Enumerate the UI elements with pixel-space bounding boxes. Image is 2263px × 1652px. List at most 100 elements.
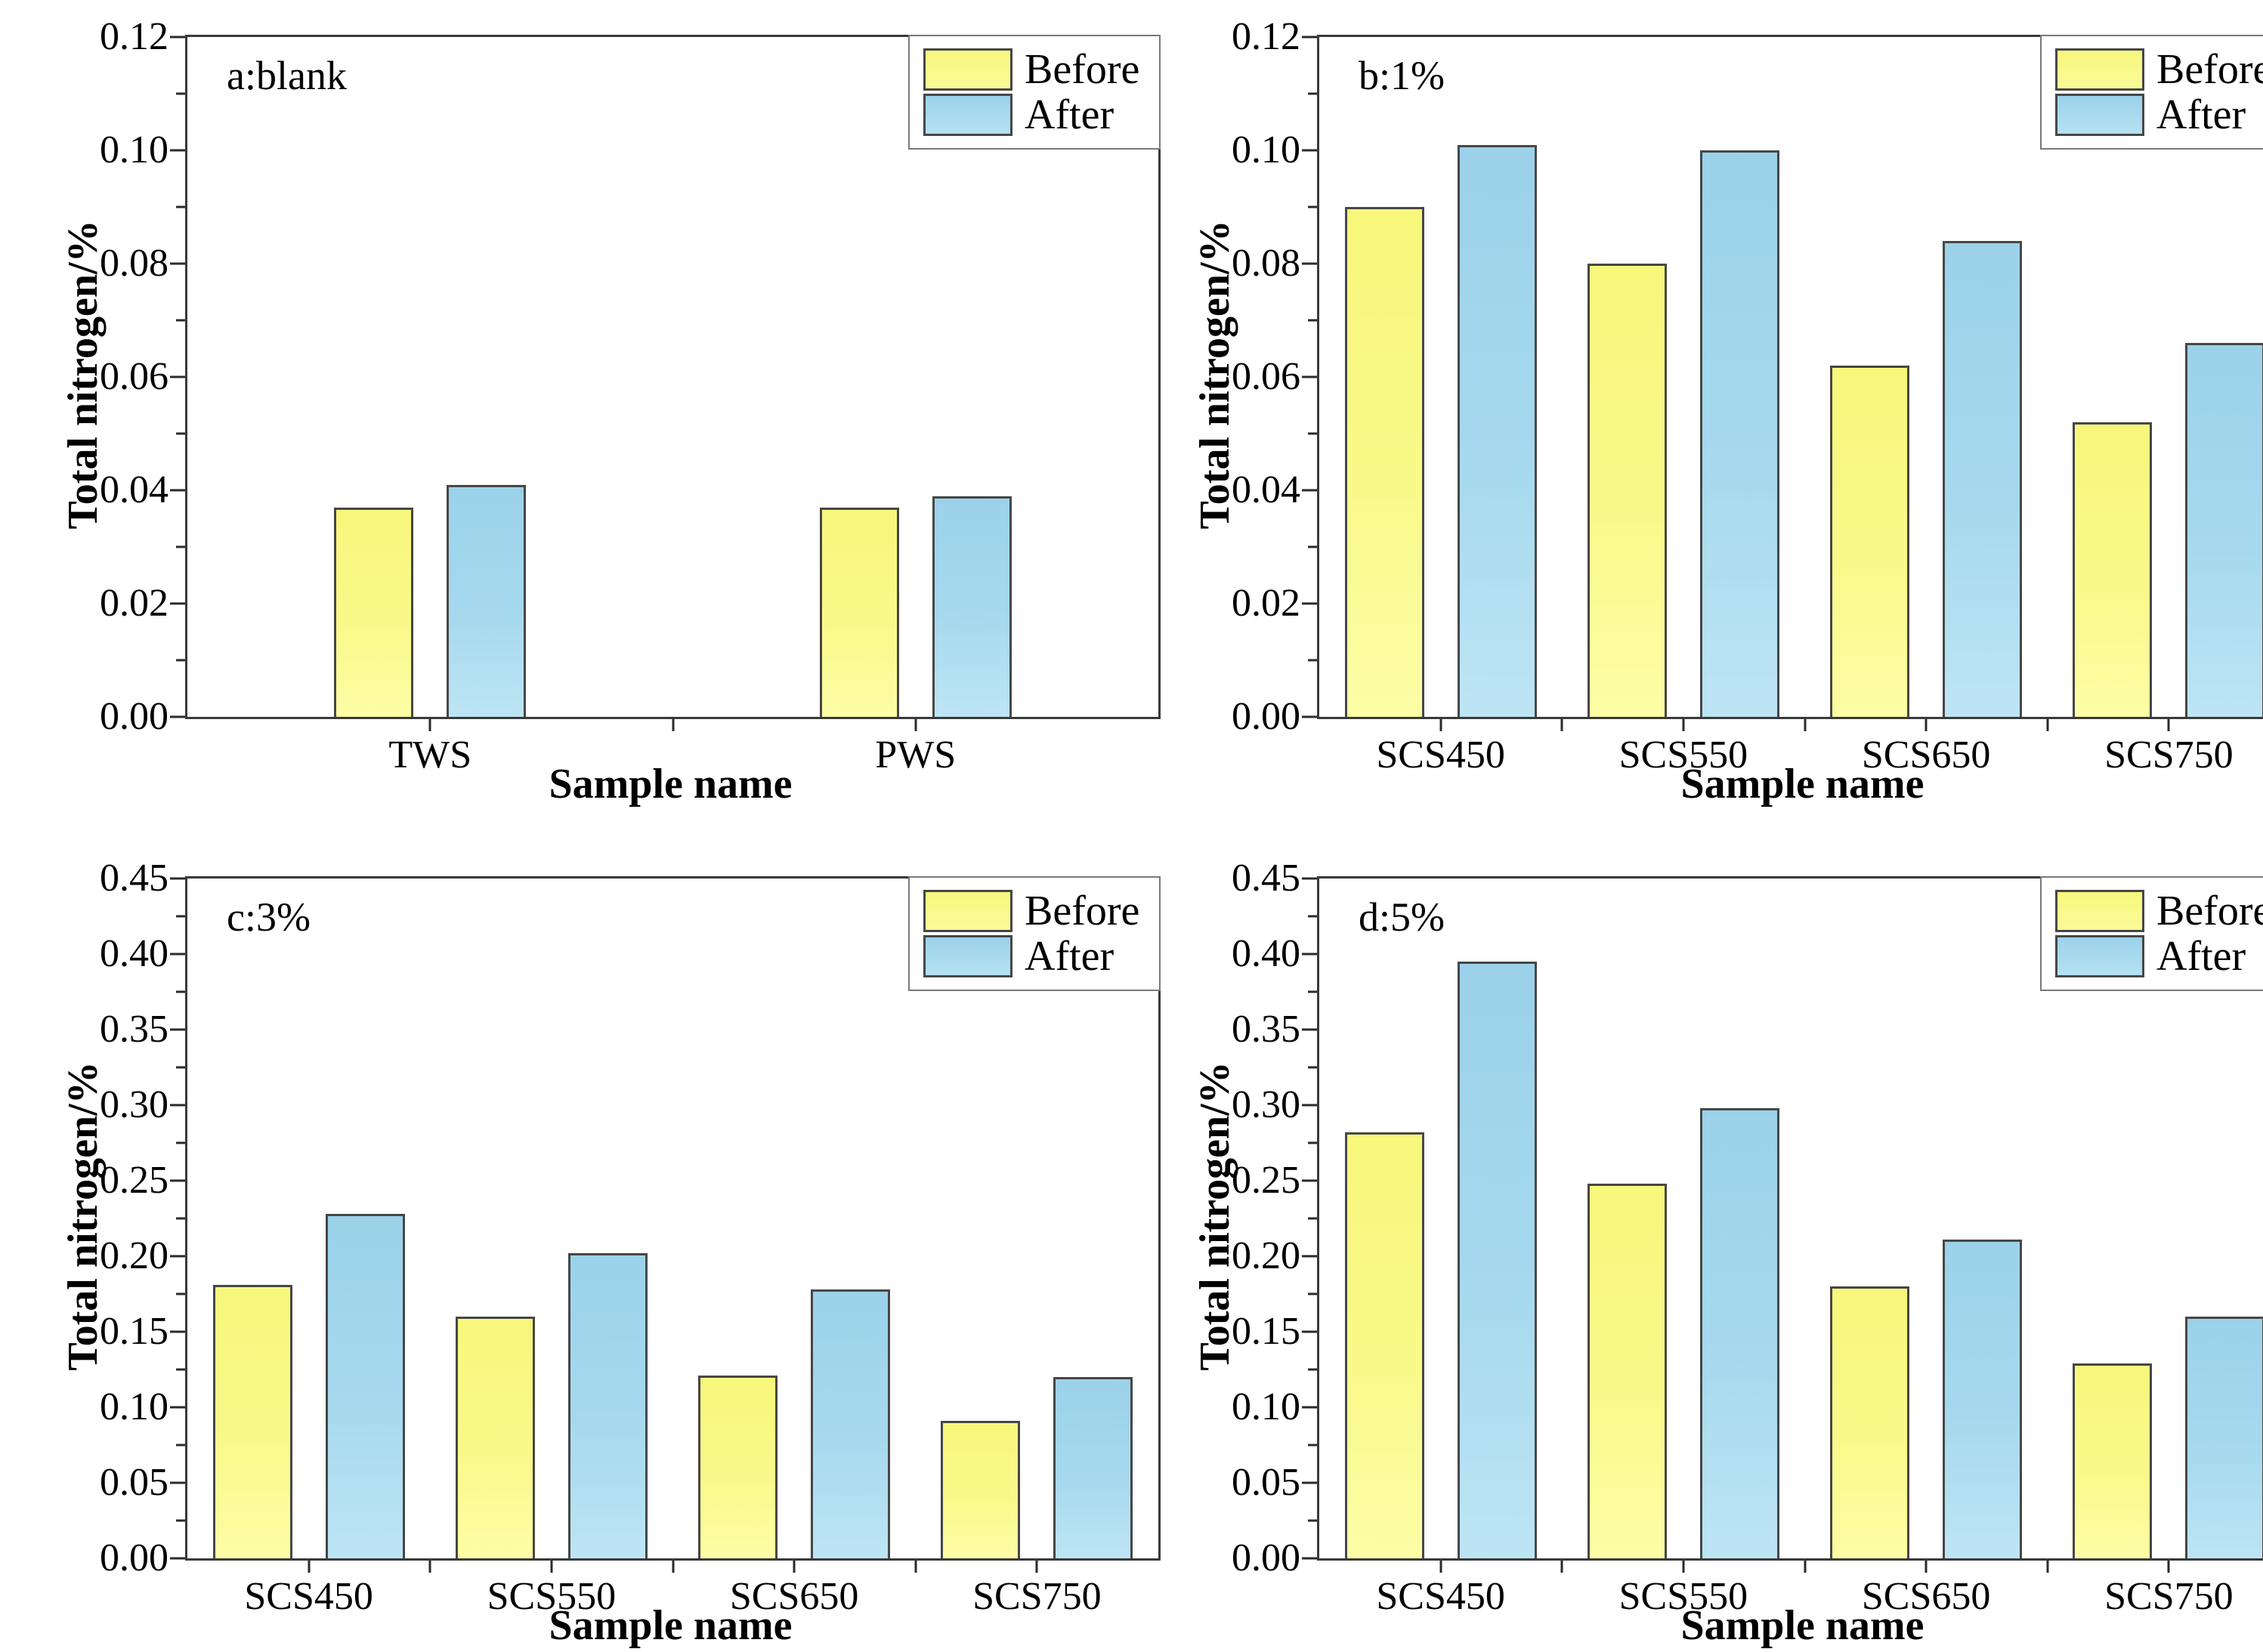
y-tick-label: 0.30 bbox=[100, 1083, 168, 1126]
y-tick-label: 0.20 bbox=[1232, 1234, 1300, 1277]
bar-before-SCS550 bbox=[1587, 1184, 1667, 1558]
y-minor-tick bbox=[176, 1292, 185, 1295]
bar-after-PWS bbox=[932, 496, 1012, 717]
legend-swatch-before bbox=[2055, 48, 2144, 91]
y-tick-label: 0.10 bbox=[100, 1385, 168, 1428]
legend-entry-before: Before bbox=[2055, 890, 2263, 932]
y-minor-tick bbox=[1308, 1292, 1317, 1295]
legend-label-after: After bbox=[2156, 933, 2246, 980]
panel-d-5pct: Total nitrogen/% d:5% Before After 0.00 0… bbox=[1162, 832, 2263, 1652]
y-tick-label: 0.08 bbox=[100, 242, 168, 285]
x-tick bbox=[2167, 1561, 2170, 1573]
bar-after-SCS550 bbox=[1699, 1108, 1779, 1558]
legend: Before After bbox=[908, 35, 1161, 150]
y-minor-tick bbox=[1308, 319, 1317, 322]
x-tick-label: SCS450 bbox=[1376, 1575, 1505, 1618]
y-major-tick bbox=[170, 1481, 185, 1484]
y-major-tick bbox=[1302, 1255, 1317, 1258]
y-major-tick bbox=[170, 1557, 185, 1560]
x-tick bbox=[793, 1561, 796, 1573]
y-tick-label: 0.15 bbox=[1232, 1310, 1300, 1353]
y-major-tick bbox=[1302, 715, 1317, 718]
y-major-tick bbox=[1302, 489, 1317, 492]
x-tick bbox=[1439, 1561, 1442, 1573]
bar-before-SCS750 bbox=[2073, 422, 2153, 717]
y-minor-tick bbox=[1308, 1519, 1317, 1522]
y-major-tick bbox=[1302, 1557, 1317, 1560]
bar-before-PWS bbox=[819, 507, 899, 717]
bar-before-SCS750 bbox=[2073, 1363, 2153, 1558]
x-tick-label: SCS750 bbox=[2104, 733, 2234, 777]
y-tick-label: 0.04 bbox=[100, 468, 168, 511]
legend-label-before: Before bbox=[2156, 888, 2263, 934]
legend-label-after: After bbox=[2156, 91, 2246, 138]
x-tick bbox=[1924, 719, 1928, 731]
legend: Before After bbox=[2040, 35, 2263, 150]
bar-before-SCS750 bbox=[941, 1421, 1021, 1558]
panel-label-a: a:blank bbox=[227, 53, 347, 98]
legend-label-after: After bbox=[1025, 91, 1114, 138]
y-minor-tick bbox=[176, 1444, 185, 1447]
y-minor-tick bbox=[176, 990, 185, 993]
legend-label-before: Before bbox=[1025, 888, 1140, 934]
y-minor-tick bbox=[1308, 990, 1317, 993]
legend-swatch-after bbox=[2055, 94, 2144, 136]
y-tick-label: 0.05 bbox=[1232, 1461, 1300, 1504]
x-tick bbox=[672, 719, 674, 731]
y-minor-tick bbox=[176, 659, 185, 662]
y-tick-label: 0.15 bbox=[100, 1310, 168, 1353]
y-major-tick bbox=[1302, 1028, 1317, 1031]
x-axis-title: Sample name bbox=[1680, 761, 1924, 807]
y-minor-tick bbox=[1308, 1141, 1317, 1144]
bar-before-TWS bbox=[334, 507, 414, 717]
y-major-tick bbox=[170, 1179, 185, 1182]
y-tick-label: 0.30 bbox=[1232, 1083, 1300, 1126]
x-tick bbox=[914, 1561, 917, 1573]
y-major-tick bbox=[170, 36, 185, 39]
bar-after-TWS bbox=[447, 484, 527, 717]
x-tick-label: SCS450 bbox=[244, 1575, 373, 1618]
y-tick-label: 0.35 bbox=[1232, 1008, 1300, 1051]
y-tick-label: 0.06 bbox=[100, 355, 168, 398]
y-tick-label: 0.02 bbox=[100, 582, 168, 625]
y-tick-label: 0.40 bbox=[1232, 932, 1300, 975]
y-major-tick bbox=[170, 602, 185, 605]
y-tick-label: 0.00 bbox=[100, 1536, 168, 1579]
y-minor-tick bbox=[176, 915, 185, 918]
y-major-tick bbox=[1302, 262, 1317, 265]
plot-area-c: c:3% Before After 0.00 0.05 0.10 0.15 0.20 0.… bbox=[100, 859, 1161, 1618]
y-minor-tick bbox=[1308, 92, 1317, 95]
bar-after-SCS650 bbox=[1943, 1240, 2023, 1558]
legend-swatch-before bbox=[923, 48, 1012, 91]
x-tick-label: SCS650 bbox=[729, 1575, 859, 1618]
x-axis-title: Sample name bbox=[549, 761, 793, 807]
y-tick-label: 0.05 bbox=[100, 1461, 168, 1504]
x-tick-label: SCS550 bbox=[1618, 733, 1748, 777]
legend-swatch-before bbox=[2055, 890, 2144, 932]
x-tick-label: SCS550 bbox=[487, 1575, 617, 1618]
panel-label-b: b:1% bbox=[1359, 53, 1445, 98]
legend-swatch-after bbox=[2055, 935, 2144, 977]
bar-after-SCS450 bbox=[1457, 144, 1537, 717]
bar-after-SCS650 bbox=[811, 1289, 891, 1558]
y-minor-tick bbox=[176, 92, 185, 95]
y-axis-title: Total nitrogen/% bbox=[1192, 1061, 1238, 1371]
y-major-tick bbox=[1302, 149, 1317, 152]
x-tick-label: SCS750 bbox=[2104, 1575, 2234, 1618]
y-minor-tick bbox=[176, 432, 185, 435]
y-minor-tick bbox=[1308, 1368, 1317, 1371]
bar-before-SCS450 bbox=[212, 1285, 292, 1558]
y-minor-tick bbox=[1308, 915, 1317, 918]
x-tick bbox=[914, 719, 917, 731]
legend-label-before: Before bbox=[2156, 46, 2263, 93]
y-major-tick bbox=[170, 149, 185, 152]
y-major-tick bbox=[170, 1028, 185, 1031]
y-tick-label: 0.10 bbox=[100, 128, 168, 171]
y-minor-tick bbox=[1308, 1444, 1317, 1447]
y-major-tick bbox=[1302, 36, 1317, 39]
x-tick bbox=[1439, 719, 1442, 731]
y-tick-label: 0.45 bbox=[1232, 857, 1300, 900]
bar-after-SCS750 bbox=[2185, 343, 2263, 717]
y-minor-tick bbox=[176, 1141, 185, 1144]
x-tick-label: TWS bbox=[388, 733, 472, 777]
